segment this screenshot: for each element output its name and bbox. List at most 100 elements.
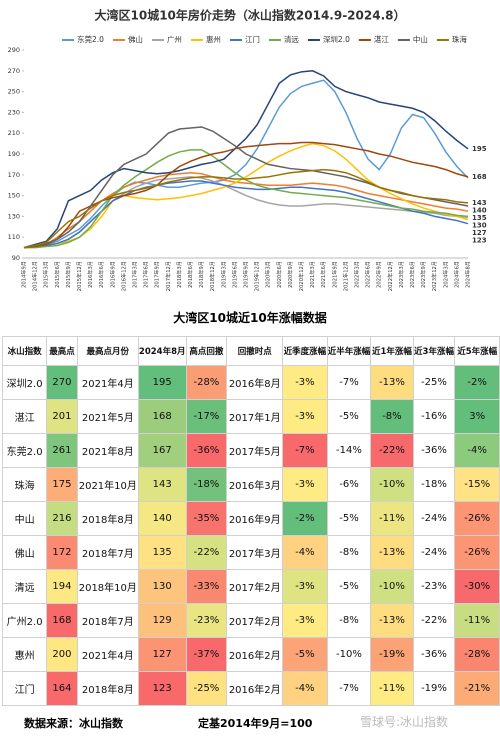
data-table: 冰山指数 最高点 最高点月份 2024年8月 高点回撤 回撤时点 近季度涨幅 近半年涨幅 近1年… <box>1 336 500 706</box>
y-tick-label: 230 <box>8 108 20 116</box>
table-cell: 2021年5月 <box>76 399 139 434</box>
table-cell: -8% <box>326 603 372 638</box>
legend-label: 佛山 <box>128 34 143 44</box>
table-cell: 2017年5月 <box>226 433 284 468</box>
table-cell: -22% <box>370 433 414 468</box>
table-cell: 2016年2月 <box>226 637 284 672</box>
x-tick-label: 2019年9月 <box>242 261 250 288</box>
data-label: 123 <box>472 236 487 244</box>
table-cell: -23% <box>185 603 228 638</box>
y-tick-label: 290 <box>8 46 20 54</box>
series-line <box>23 79 469 249</box>
table-cell: 129 <box>137 603 187 638</box>
table-cell: -18% <box>185 467 228 502</box>
data-label: 168 <box>472 173 487 181</box>
table-cell: -2% <box>282 501 328 536</box>
table-cell: -36% <box>412 433 456 468</box>
table-cell: 195 <box>137 365 187 400</box>
x-tick-label: 2022年3月 <box>353 261 361 288</box>
table-cell: 261 <box>46 433 78 468</box>
legend-label: 东莞2.0 <box>77 34 104 44</box>
header-cell: 近3年涨幅 <box>412 336 456 366</box>
table-cell: 2016年2月 <box>226 671 284 706</box>
legend-label: 惠州 <box>206 34 221 44</box>
table-cell: 湛江 <box>1 399 48 434</box>
x-tick-label: 2015年12月 <box>75 261 83 291</box>
table-cell: -25% <box>412 365 456 400</box>
table-cell: -5% <box>282 637 328 672</box>
table-cell: -22% <box>412 603 456 638</box>
legend-label: 中山 <box>413 34 428 44</box>
table-cell: 168 <box>46 603 78 638</box>
table-row: 佛山 172 2018年7月 135 -22% 2017年3月 -4% -8% -13% -24%… <box>1 535 500 570</box>
table-cell: -19% <box>370 637 414 672</box>
data-label: 140 <box>472 206 487 214</box>
table-cell: -24% <box>412 501 456 536</box>
table-cell: -16% <box>412 399 456 434</box>
table-cell: 127 <box>137 637 187 672</box>
table-cell: 2021年4月 <box>76 637 139 672</box>
table-cell: 143 <box>137 467 187 502</box>
table-cell: 2017年2月 <box>226 603 284 638</box>
table-cell: -21% <box>454 671 500 706</box>
table-cell: -17% <box>185 399 228 434</box>
header-cell: 近季度涨幅 <box>282 336 328 366</box>
table-cell: -3% <box>282 603 328 638</box>
table-cell: -25% <box>185 671 228 706</box>
table-cell: -23% <box>412 569 456 604</box>
table-cell: 2018年8月 <box>76 501 139 536</box>
x-tick-label: 2015年9月 <box>64 261 72 288</box>
table-cell: -4% <box>454 433 500 468</box>
table-cell: 2018年7月 <box>76 603 139 638</box>
table-cell: 194 <box>46 569 78 604</box>
series-line <box>23 168 469 249</box>
x-tick-label: 2021年3月 <box>308 261 316 288</box>
data-label: 143 <box>472 199 487 207</box>
y-tick-label: 190 <box>8 150 20 158</box>
table-cell: 2017年1月 <box>226 399 284 434</box>
x-tick-label: 2022年9月 <box>375 261 383 288</box>
header-cell: 冰山指数 <box>1 336 48 366</box>
source-note: 数据来源：冰山指数 <box>24 717 123 730</box>
x-tick-label: 2020年3月 <box>264 261 272 288</box>
x-tick-label: 2021年6月 <box>319 261 327 288</box>
x-tick-label: 2021年9月 <box>330 261 338 288</box>
x-tick-label: 2018年9月 <box>197 261 205 288</box>
table-cell: 东莞2.0 <box>1 433 48 468</box>
x-tick-label: 2017年9月 <box>153 261 161 288</box>
table-cell: -3% <box>282 569 328 604</box>
table-cell: 珠海 <box>1 467 48 502</box>
table-cell: -10% <box>326 637 372 672</box>
x-tick-label: 2024年8月 <box>464 261 472 288</box>
table-cell: 深圳2.0 <box>1 365 48 400</box>
x-tick-label: 2016年9月 <box>108 261 116 288</box>
table-cell: -3% <box>282 399 328 434</box>
table-cell: -3% <box>282 467 328 502</box>
x-tick-label: 2023年9月 <box>419 261 427 288</box>
table-cell: -11% <box>370 671 414 706</box>
series-line <box>23 171 469 249</box>
table-cell: -8% <box>370 399 414 434</box>
table-cell: 惠州 <box>1 637 48 672</box>
table-cell: 201 <box>46 399 78 434</box>
x-tick-label: 2020年12月 <box>297 261 305 291</box>
table-cell: -5% <box>326 501 372 536</box>
table-cell: 2021年4月 <box>76 365 139 400</box>
table-row: 惠州 200 2021年4月 127 -37% 2016年2月 -5% -10% -19% -36… <box>1 637 500 672</box>
header-row: 冰山指数 最高点 最高点月份 2024年8月 高点回撤 回撤时点 近季度涨幅 近半年涨幅 近1年… <box>1 336 500 366</box>
x-tick-label: 2015年6月 <box>53 261 61 288</box>
table-cell: -26% <box>454 535 500 570</box>
table-cell: 佛山 <box>1 535 48 570</box>
table-cell: -3% <box>282 365 328 400</box>
y-tick-label: 130 <box>8 212 20 220</box>
x-tick-label: 2016年12月 <box>119 261 127 291</box>
table-cell: -11% <box>454 603 500 638</box>
table-cell: -24% <box>412 535 456 570</box>
table-cell: -2% <box>454 365 500 400</box>
table-cell: -30% <box>454 569 500 604</box>
legend-label: 珠海 <box>452 34 467 44</box>
table-row: 深圳2.0 270 2021年4月 195 -28% 2016年8月 -3% -7% -13% -… <box>1 365 500 400</box>
table-cell: -37% <box>185 637 228 672</box>
chart: 大湾区10城10年房价走势（冰山指数2014.9-2024.8） 90 110 13… <box>8 8 487 292</box>
table-cell: 清远 <box>1 569 48 604</box>
